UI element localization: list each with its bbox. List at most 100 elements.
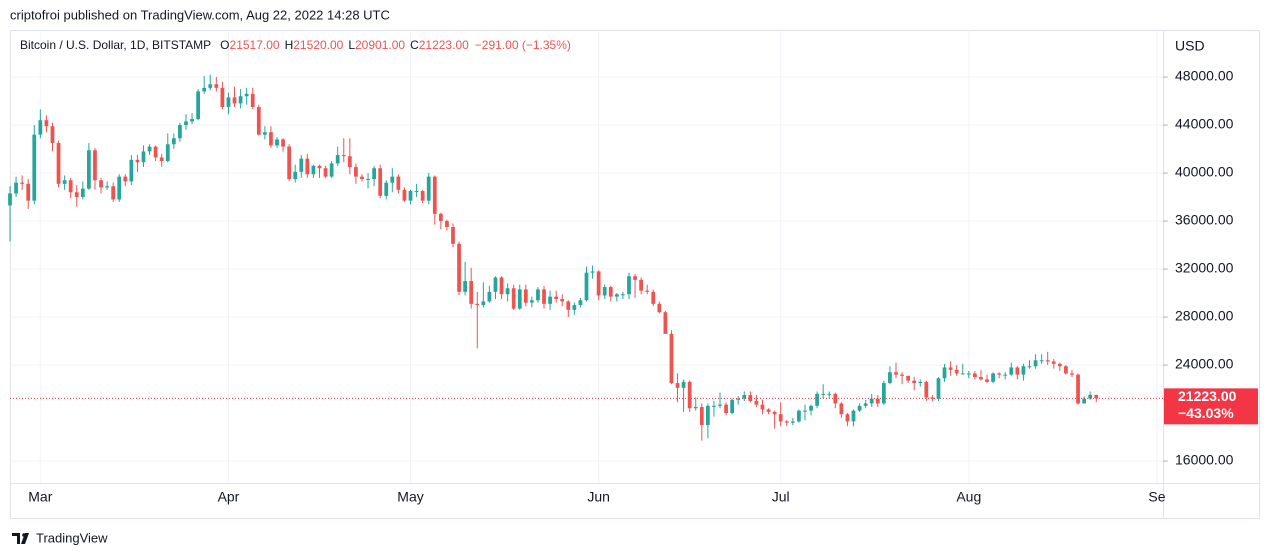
candle-body <box>323 168 328 177</box>
candle-body <box>936 378 941 399</box>
candle-body <box>900 374 904 376</box>
ohlc-value: 21517.00 <box>230 38 280 52</box>
candle-body <box>881 383 886 404</box>
last-price-label: 21223.00 <box>1178 388 1237 404</box>
candle-body <box>384 182 389 196</box>
candle-body <box>1039 360 1044 362</box>
candle-body <box>62 180 67 184</box>
x-tick-label: Jun <box>587 489 610 505</box>
candle-body <box>184 121 188 126</box>
candle-body <box>997 373 1002 375</box>
candle-body <box>74 192 79 198</box>
logo-icon <box>12 533 29 544</box>
candle-body <box>147 146 152 152</box>
candle-body <box>347 156 352 168</box>
y-tick-label: 36000.00 <box>1175 212 1234 228</box>
candle-body <box>875 398 880 404</box>
candle-body <box>857 405 862 411</box>
candle-body <box>730 399 735 414</box>
candle-body <box>505 288 510 295</box>
y-tick-label: 24000.00 <box>1175 356 1234 372</box>
candle-body <box>1015 367 1020 375</box>
candle-body <box>44 120 49 127</box>
candle-body <box>1088 394 1093 399</box>
x-tick-label: Apr <box>218 489 240 505</box>
ohlc-key: L <box>348 38 355 52</box>
candle-body <box>851 410 856 422</box>
candle-body <box>766 409 771 412</box>
candle-body <box>117 176 122 200</box>
candle-body <box>1021 366 1026 375</box>
candle-body <box>26 183 31 201</box>
candle-body <box>256 107 261 135</box>
candle-body <box>894 372 898 375</box>
y-axis-label: USD <box>1175 38 1205 54</box>
candle-body <box>1070 373 1074 375</box>
axes: 16000.00 24000.00 28000.00 32000.00 36000.00… <box>10 68 1258 505</box>
candle-body <box>123 176 128 182</box>
candle-body <box>178 125 182 139</box>
candle-body <box>705 405 710 426</box>
candle-body <box>287 146 292 180</box>
footer: TradingView <box>36 530 108 545</box>
candle-body <box>918 381 923 384</box>
y-tick-label: 40000.00 <box>1175 164 1234 180</box>
ohlc-value: 20901.00 <box>355 38 405 52</box>
grid <box>10 30 1163 483</box>
candle-body <box>305 158 310 175</box>
candle-body <box>784 421 789 423</box>
candles <box>8 74 1099 441</box>
change: −291.00 (−1.35%) <box>475 38 571 52</box>
candle-body <box>372 168 376 180</box>
candle-body <box>80 188 85 198</box>
candle-body <box>420 191 425 201</box>
candle-body <box>754 401 759 405</box>
candle-body <box>56 143 61 184</box>
last-price-box <box>1164 388 1258 425</box>
candle-body <box>99 180 103 188</box>
candle-body <box>226 97 231 108</box>
candle-body <box>360 176 364 180</box>
candle-body <box>341 155 346 157</box>
candle-body <box>906 375 911 381</box>
candle-body <box>208 84 213 88</box>
candle-body <box>159 157 164 162</box>
chart-header: Bitcoin / U.S. Dollar, 1D, BITSTAMP O2151… <box>20 38 571 52</box>
candle-body <box>669 333 674 384</box>
candle-body <box>1076 374 1080 404</box>
x-tick-label: Mar <box>28 489 52 505</box>
candle-body <box>821 393 826 395</box>
candle-body <box>863 403 868 406</box>
candle-body <box>523 289 528 303</box>
candle-body <box>445 221 449 228</box>
candle-body <box>748 395 753 402</box>
candle-body <box>645 290 650 292</box>
candle-body <box>724 404 728 414</box>
candle-body <box>38 120 43 135</box>
chart-frame <box>10 30 1260 519</box>
publisher: criptofroi published on TradingView.com,… <box>10 7 390 22</box>
candle-body <box>499 277 504 295</box>
candle-body <box>250 93 255 108</box>
candle-body <box>572 305 577 310</box>
x-tick-label: Jul <box>772 489 790 505</box>
candle-body <box>93 150 97 181</box>
x-tick-label: May <box>397 489 423 505</box>
candle-body <box>105 186 109 188</box>
candle-body <box>469 281 474 304</box>
candle-body <box>426 176 431 201</box>
candle-body <box>517 289 522 309</box>
candle-body <box>432 176 437 214</box>
candle-body <box>311 165 316 175</box>
footer-logo <box>12 533 29 544</box>
candle-body <box>790 421 795 423</box>
candle-body <box>390 176 395 183</box>
ohlc-key: H <box>285 38 294 52</box>
candle-body <box>165 144 170 162</box>
candle-body <box>1033 360 1038 367</box>
candle-body <box>839 403 844 415</box>
candle-body <box>614 294 619 297</box>
candle-body <box>693 407 698 409</box>
